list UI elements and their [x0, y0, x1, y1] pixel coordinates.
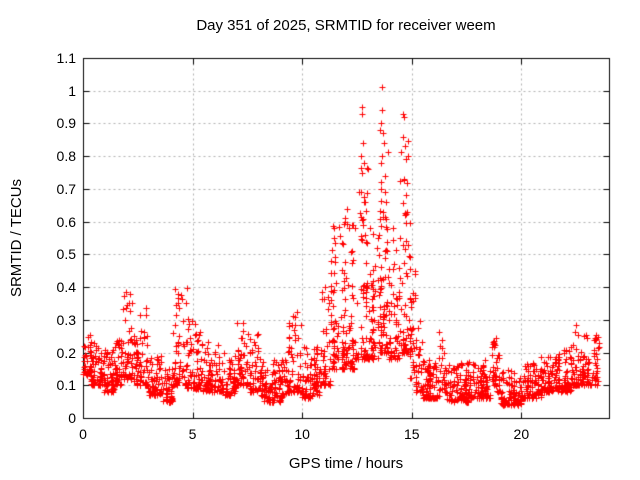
x-tick-label: 5 — [188, 426, 197, 442]
y-tick-label: 0.3 — [56, 311, 76, 328]
x-tick-label: 15 — [403, 426, 420, 442]
y-tick-label: 0.9 — [56, 115, 76, 132]
y-tick-label: 0.1 — [56, 377, 76, 394]
x-axis-label: GPS time / hours — [288, 455, 404, 472]
y-tick-label: 0.6 — [56, 213, 76, 230]
y-tick-label: 0.4 — [56, 279, 76, 296]
y-axis-label: SRMTID / TECUs — [8, 178, 25, 298]
chart-title: Day 351 of 2025, SRMTID for receiver wee… — [196, 17, 496, 34]
y-tick-label: 0.2 — [56, 344, 76, 361]
x-tick-label: 0 — [79, 426, 87, 442]
y-tick-label: 0.5 — [56, 246, 76, 263]
y-tick-label: 1 — [68, 82, 76, 99]
x-tick-label: 20 — [513, 426, 530, 442]
y-tick-label: 0.7 — [56, 180, 76, 197]
y-tick-label: 1.1 — [56, 50, 76, 66]
y-tick-label: 0.8 — [56, 148, 76, 165]
x-tick-label: 10 — [294, 426, 310, 442]
y-tick-label: 0 — [68, 410, 76, 426]
